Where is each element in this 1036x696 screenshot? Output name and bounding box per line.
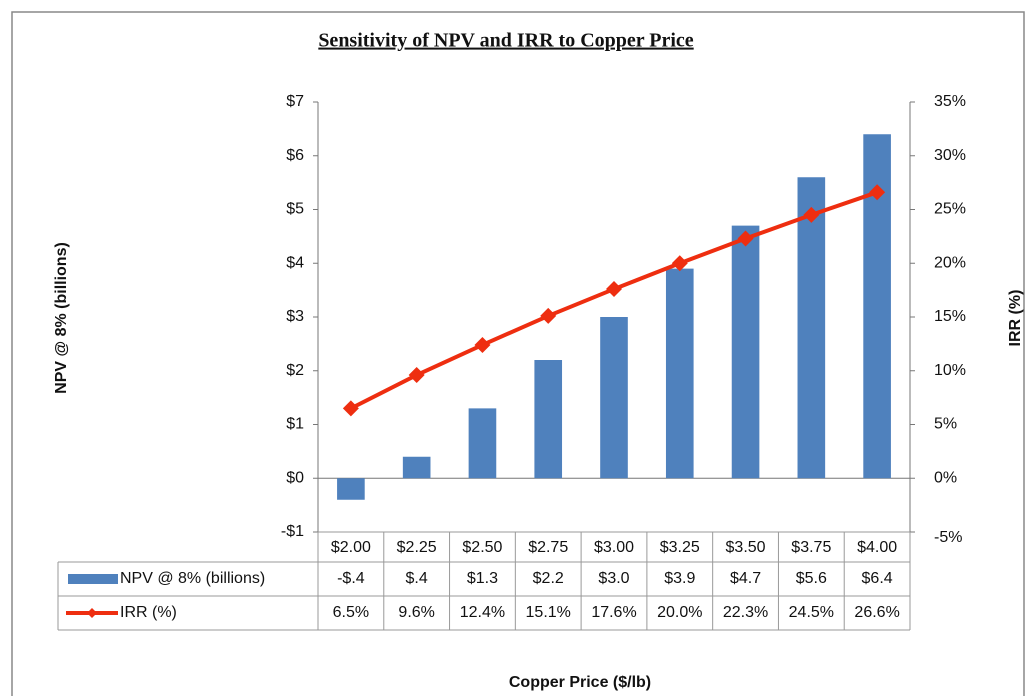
y2-tick-label: 10%: [934, 362, 966, 379]
chart-title: Sensitivity of NPV and IRR to Copper Pri…: [318, 30, 693, 52]
data-label: $6.4: [862, 570, 893, 587]
data-label: 6.5%: [333, 604, 369, 621]
marker: [342, 400, 359, 417]
marker: [869, 184, 886, 201]
x-tick-label: $2.75: [528, 539, 568, 556]
data-label: 17.6%: [591, 604, 636, 621]
y-tick-label: $1: [286, 416, 304, 433]
y-tick-label: $5: [286, 201, 304, 218]
x-tick-label: $3.75: [791, 539, 831, 556]
x-tick-label: $2.25: [397, 539, 437, 556]
y-axis-label: NPV @ 8% (billions): [53, 242, 70, 394]
bar: [534, 360, 563, 479]
legend-marker: [87, 608, 97, 618]
marker: [737, 230, 754, 247]
y2-tick-label: 20%: [934, 254, 966, 271]
y-tick-label: $6: [286, 147, 304, 164]
bar: [797, 177, 826, 479]
bar: [665, 268, 694, 479]
legend-label: IRR (%): [120, 604, 177, 621]
data-label: $3.9: [664, 570, 695, 587]
y-tick-label: -$1: [281, 523, 304, 540]
y2-tick-label: 25%: [934, 201, 966, 218]
marker: [474, 336, 491, 353]
y2-axis-label: IRR (%): [1007, 290, 1024, 347]
legend-swatch: [68, 574, 118, 584]
y-tick-label: $2: [286, 362, 304, 379]
data-label: $5.6: [796, 570, 827, 587]
y2-tick-label: 30%: [934, 147, 966, 164]
marker: [803, 206, 820, 223]
y2-tick-label: -5%: [934, 529, 962, 546]
data-label: 9.6%: [398, 604, 434, 621]
y-tick-label: $4: [286, 254, 304, 271]
x-tick-label: $3.25: [660, 539, 700, 556]
data-label: 24.5%: [789, 604, 834, 621]
bar: [600, 317, 628, 479]
y-tick-label: $3: [286, 308, 304, 325]
data-label: 22.3%: [723, 604, 768, 621]
marker: [408, 367, 425, 384]
data-label: 26.6%: [854, 604, 899, 621]
y-tick-label: $7: [286, 93, 304, 110]
frame: [11, 11, 1025, 696]
marker: [671, 255, 688, 272]
y2-tick-label: 0%: [934, 469, 957, 486]
marker: [606, 281, 622, 298]
data-label: 20.0%: [657, 604, 702, 621]
data-label: $2.2: [533, 570, 564, 587]
x-tick-label: $3.00: [594, 539, 634, 556]
bar: [468, 408, 497, 479]
x-tick-label: $2.00: [331, 539, 371, 556]
bar: [337, 478, 365, 500]
data-label: $3.0: [598, 570, 629, 587]
x-tick-label: $2.50: [462, 539, 502, 556]
bar: [731, 225, 760, 479]
x-tick-label: $3.50: [726, 539, 766, 556]
data-label: $.4: [406, 570, 428, 587]
marker: [540, 307, 557, 324]
y2-tick-label: 15%: [934, 308, 966, 325]
data-label: 15.1%: [526, 604, 571, 621]
x-tick-label: $4.00: [857, 539, 897, 556]
y2-tick-label: 35%: [934, 93, 966, 110]
y-tick-label: $0: [286, 469, 304, 486]
y2-tick-label: 5%: [934, 416, 957, 433]
x-axis-label: Copper Price ($/lb): [509, 674, 651, 691]
legend-label: NPV @ 8% (billions): [120, 570, 265, 587]
data-label: $1.3: [467, 570, 498, 587]
bar: [402, 456, 431, 479]
data-label: $4.7: [730, 570, 761, 587]
data-label: 12.4%: [460, 604, 505, 621]
data-label: -$.4: [337, 570, 365, 587]
